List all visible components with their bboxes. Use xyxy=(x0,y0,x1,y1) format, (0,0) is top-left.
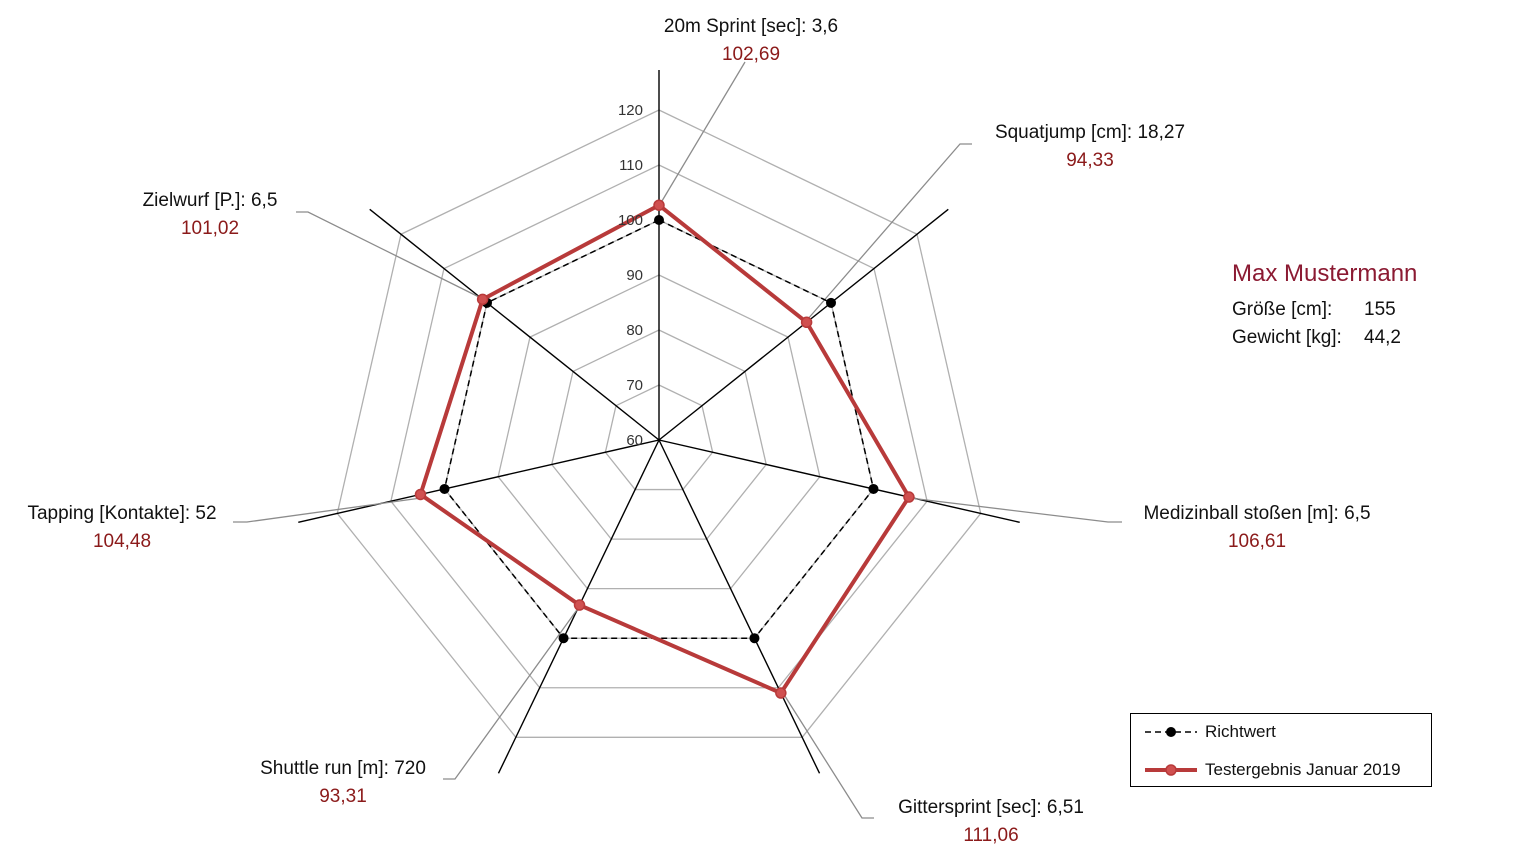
athlete-name: Max Mustermann xyxy=(1232,260,1418,287)
leader-line xyxy=(296,211,484,300)
leader-line xyxy=(658,61,746,207)
reference-series-line xyxy=(443,219,875,639)
reference-point xyxy=(868,483,879,494)
chart-legend: Richtwert Testergebnis Januar 2019 xyxy=(1130,713,1432,787)
axis-value-label: 94,33 xyxy=(1066,150,1114,171)
leader-line xyxy=(909,497,1122,523)
radial-tick-label: 80 xyxy=(626,322,643,339)
axis-spoke xyxy=(658,439,1020,524)
axis-spoke xyxy=(658,439,821,774)
radial-tick-label: 120 xyxy=(618,102,643,119)
radial-tick-label: 60 xyxy=(626,432,643,449)
grid-ring-90 xyxy=(497,274,821,590)
leader-line xyxy=(806,143,972,321)
result-point xyxy=(800,316,813,329)
radial-tick-label: 70 xyxy=(626,377,643,394)
leader-line xyxy=(782,692,874,819)
reference-point xyxy=(558,633,569,644)
weight-value: 44,2 xyxy=(1364,327,1401,348)
grid-ring-110 xyxy=(390,164,928,689)
legend-label-reference: Richtwert xyxy=(1205,722,1276,741)
result-series-line xyxy=(418,203,911,696)
axis-category-label: Gittersprint [sec]: 6,51 xyxy=(898,797,1084,818)
axis-category-label: Zielwurf [P.]: 6,5 xyxy=(143,190,278,211)
axis-value-label: 101,02 xyxy=(181,218,239,239)
result-point xyxy=(653,199,665,211)
axis-value-label: 102,69 xyxy=(722,44,780,65)
axis-spoke xyxy=(369,208,660,441)
radial-tick-label: 110 xyxy=(619,157,643,174)
axis-value-label: 93,31 xyxy=(319,786,367,807)
height-value: 155 xyxy=(1364,299,1396,320)
axis-category-label: Medizinball stoßen [m]: 6,5 xyxy=(1143,503,1370,524)
axis-category-label: Tapping [Kontakte]: 52 xyxy=(27,503,216,524)
axis-category-label: 20m Sprint [sec]: 3,6 xyxy=(664,16,838,37)
radial-tick-label: 100 xyxy=(618,212,643,229)
axis-spoke xyxy=(298,439,660,524)
legend-item-result: Testergebnis Januar 2019 xyxy=(1131,756,1431,784)
grid-ring-80 xyxy=(551,329,767,540)
reference-point xyxy=(654,215,664,225)
grid-ring-120 xyxy=(336,109,982,738)
result-point xyxy=(476,293,489,306)
solid-line-marker-icon xyxy=(1145,764,1197,776)
grid-ring-70 xyxy=(604,384,714,491)
axis-value-label: 106,61 xyxy=(1228,531,1286,552)
reference-point xyxy=(826,297,837,308)
axis-layer xyxy=(298,70,1020,774)
leader-layer xyxy=(233,61,1122,819)
weight-row: Gewicht [kg]: 44,2 xyxy=(1232,324,1417,352)
axis-value-label: 104,48 xyxy=(93,531,151,552)
series-layer xyxy=(414,199,915,699)
axis-category-label: Squatjump [cm]: 18,27 xyxy=(995,122,1185,143)
reference-point xyxy=(749,633,760,644)
weight-label: Gewicht [kg]: xyxy=(1232,327,1342,348)
legend-item-reference: Richtwert xyxy=(1131,718,1431,746)
leader-line xyxy=(233,497,422,523)
label-layer: 20m Sprint [sec]: 3,6 102,69 Squatjump [cm… xyxy=(27,16,1370,846)
result-point xyxy=(573,599,586,611)
tick-layer: 60 70 80 90 100 120 110 xyxy=(618,102,643,449)
radial-tick-label: 90 xyxy=(626,267,643,284)
result-point xyxy=(775,687,787,699)
athlete-info: Max Mustermann Größe [cm]: 155 Gewicht [… xyxy=(1232,260,1417,352)
result-point xyxy=(903,491,915,503)
axis-value-label: 111,06 xyxy=(963,825,1018,846)
leader-line xyxy=(443,606,580,780)
height-row: Größe [cm]: 155 xyxy=(1232,296,1417,324)
legend-label-result: Testergebnis Januar 2019 xyxy=(1205,760,1401,779)
reference-point xyxy=(439,483,450,494)
height-label: Größe [cm]: xyxy=(1232,299,1333,320)
dashed-line-marker-icon xyxy=(1145,727,1197,737)
result-point xyxy=(414,488,427,501)
axis-category-label: Shuttle run [m]: 720 xyxy=(260,758,426,779)
